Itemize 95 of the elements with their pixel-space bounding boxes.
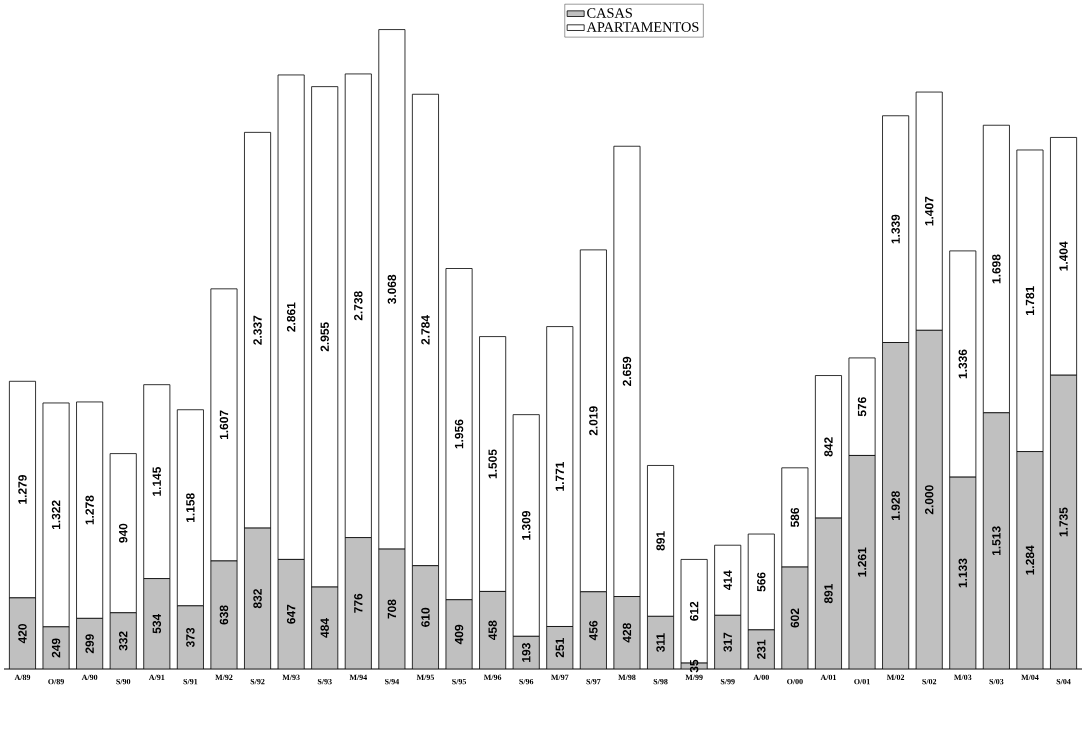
bar — [983, 412, 1010, 669]
data-label: 1.309 — [521, 510, 531, 540]
data-label: 534 — [152, 613, 162, 634]
data-label: 1.607 — [219, 410, 229, 440]
legend-label: APARTAMENTOS — [586, 22, 699, 32]
data-label: 1.336 — [958, 349, 968, 379]
data-label: 2.738 — [354, 291, 363, 321]
bar — [378, 549, 405, 669]
data-label: 373 — [186, 627, 195, 648]
data-label: 638 — [219, 605, 229, 625]
data-label: 409 — [454, 624, 464, 645]
bar — [916, 330, 943, 669]
data-label: 1.133 — [958, 558, 968, 588]
bar — [76, 401, 104, 619]
bar — [278, 559, 305, 669]
data-label: 708 — [387, 599, 397, 619]
data-label: 602 — [790, 608, 800, 628]
bar — [143, 578, 170, 669]
bar — [714, 544, 742, 616]
bar — [781, 467, 809, 568]
data-label: 1.158 — [186, 493, 195, 522]
bar — [882, 342, 909, 669]
data-label: 1.781 — [1025, 286, 1035, 315]
data-label: 566 — [757, 572, 766, 592]
data-label: 2.784 — [421, 315, 430, 345]
bar — [781, 567, 808, 669]
data-label: 193 — [521, 643, 531, 662]
data-label: 317 — [723, 632, 732, 652]
bar — [345, 537, 372, 669]
data-label: 311 — [656, 633, 665, 653]
bar — [42, 402, 70, 628]
bar — [176, 409, 204, 607]
data-label: 249 — [51, 638, 61, 658]
data-label: 576 — [857, 397, 867, 417]
bar — [143, 384, 171, 579]
data-label: 1.698 — [992, 254, 1001, 284]
data-label: 2.659 — [622, 356, 632, 386]
bar — [479, 591, 506, 669]
data-label: 647 — [286, 604, 296, 624]
data-label: 2.019 — [589, 406, 598, 436]
data-label: 2.000 — [924, 485, 934, 515]
bar — [109, 453, 137, 614]
data-label: 1.322 — [51, 500, 61, 530]
legend-label: CASAS — [587, 8, 632, 18]
data-label: 842 — [824, 437, 833, 457]
data-label: 299 — [85, 634, 94, 654]
data-label: 3.068 — [387, 274, 397, 305]
data-label: 1.278 — [85, 495, 94, 525]
data-label: 1.339 — [891, 214, 900, 244]
bar — [815, 518, 842, 669]
data-label: 456 — [589, 620, 598, 641]
data-label: 1.145 — [152, 467, 161, 496]
bar — [412, 565, 439, 669]
data-label: 332 — [118, 631, 128, 651]
data-label: 891 — [824, 583, 833, 604]
data-label: 428 — [622, 623, 632, 643]
data-label: 414 — [723, 570, 732, 591]
data-label: 2.955 — [320, 322, 329, 352]
bar — [747, 533, 775, 631]
data-label: 1.956 — [454, 419, 464, 449]
data-label: 1.407 — [924, 196, 934, 226]
data-label: 832 — [253, 589, 262, 609]
bar — [949, 477, 976, 669]
bar — [1050, 374, 1078, 669]
data-label: 1.261 — [857, 547, 867, 577]
data-label: 1.505 — [488, 449, 497, 479]
bar — [647, 465, 675, 617]
data-label: 612 — [689, 601, 699, 621]
bar — [848, 357, 876, 456]
data-label: 1.513 — [992, 526, 1001, 556]
data-label: 1.279 — [18, 475, 27, 504]
bar — [512, 414, 540, 637]
bar — [580, 591, 607, 669]
data-label: 251 — [555, 638, 565, 658]
data-label: 1.771 — [555, 461, 564, 491]
data-label: 1.284 — [1025, 545, 1035, 575]
data-label: 586 — [790, 507, 800, 528]
data-label: 35 — [689, 659, 699, 673]
data-label: 776 — [354, 593, 363, 613]
data-label: 484 — [320, 618, 329, 638]
data-label: 231 — [757, 639, 766, 659]
bar — [814, 375, 842, 519]
data-label: 1.735 — [1059, 507, 1068, 537]
data-label: 420 — [18, 623, 27, 644]
data-label: 2.861 — [286, 302, 296, 332]
data-label: 891 — [656, 531, 665, 551]
data-label: 940 — [118, 523, 128, 543]
data-label: 2.337 — [253, 315, 262, 345]
bar — [244, 528, 271, 669]
data-label: 610 — [421, 607, 430, 627]
bar — [479, 336, 507, 592]
data-label: 1.404 — [1059, 241, 1068, 271]
bar — [311, 587, 338, 669]
data-label: 458 — [488, 620, 497, 641]
data-label: 1.928 — [891, 491, 900, 520]
